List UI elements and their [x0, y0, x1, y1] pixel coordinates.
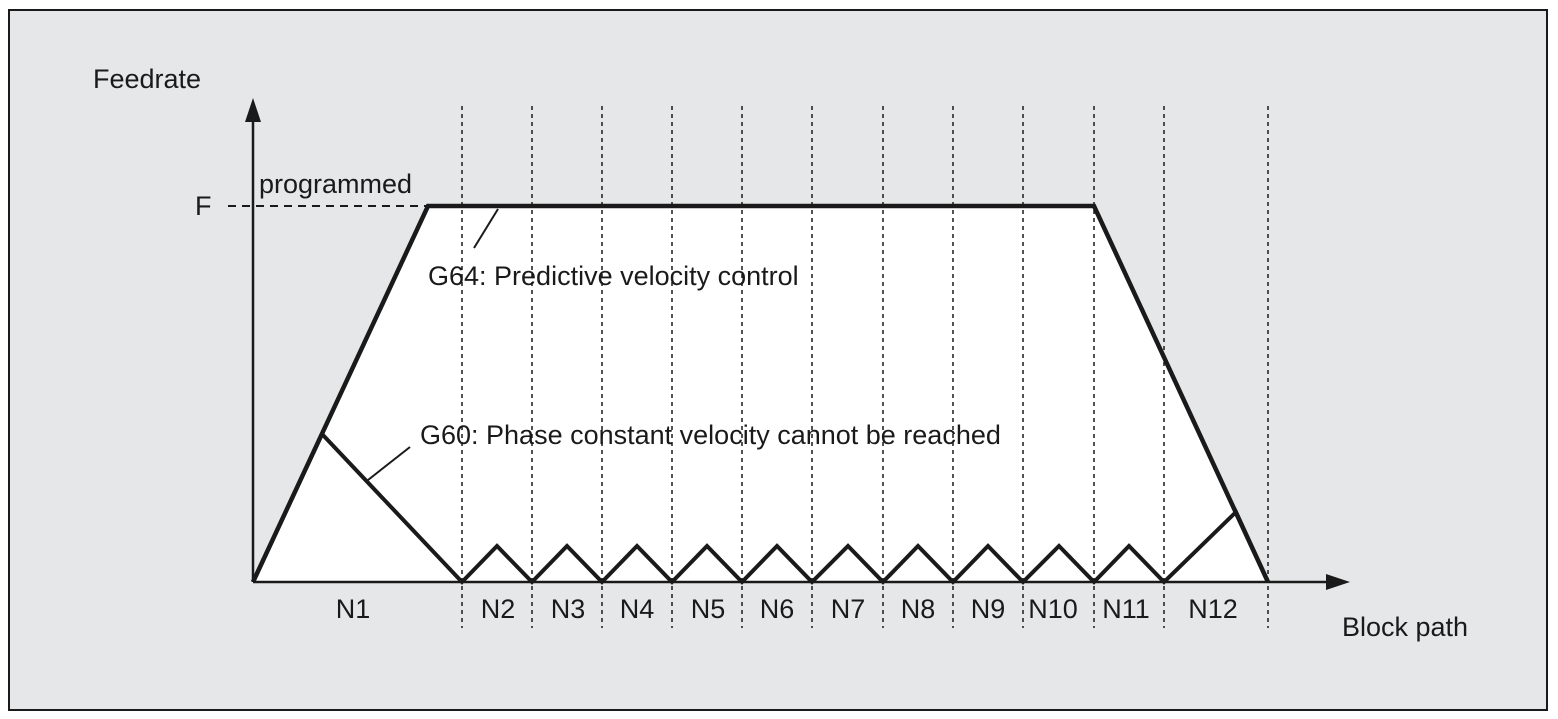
block-dividers — [461, 106, 1269, 628]
g64-leader-line — [473, 208, 499, 249]
block-label: N4 — [620, 594, 655, 624]
f-label: F — [195, 191, 212, 221]
g60-label: G60: Phase constant velocity cannot be r… — [420, 420, 1001, 450]
y-axis-label: Feedrate — [93, 64, 201, 94]
g64-label: G64: Predictive velocity control — [428, 261, 799, 291]
block-label: N10 — [1028, 594, 1078, 624]
g64-profile-curve — [250, 203, 1271, 583]
block-label: N6 — [760, 594, 795, 624]
block-label: N5 — [691, 594, 726, 624]
block-label: N12 — [1188, 594, 1238, 624]
block-label: N9 — [971, 594, 1006, 624]
block-label: N3 — [551, 594, 586, 624]
block-label: N2 — [481, 594, 516, 624]
g60-profile-curve — [251, 430, 1270, 585]
g60-leader-line — [367, 446, 411, 481]
block-label: N8 — [901, 594, 936, 624]
programmed-label: programmed — [259, 169, 412, 199]
y-axis-arrow — [245, 98, 261, 122]
block-label: N11 — [1102, 594, 1150, 624]
block-label: N1 — [336, 594, 371, 624]
block-labels: N1 N2 N3 N4 N5 N6 N7 N8 N9 N10 N11 N12 — [336, 594, 1238, 624]
x-axis-arrow — [1326, 574, 1350, 590]
block-label: N7 — [831, 594, 866, 624]
x-axis-label: Block path — [1342, 612, 1468, 642]
g64-area-fill — [253, 206, 1268, 582]
